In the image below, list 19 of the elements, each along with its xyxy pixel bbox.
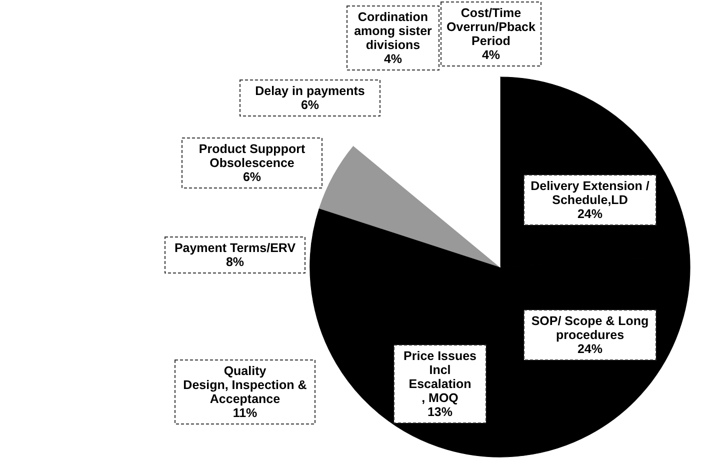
- slice-label: Cost/Time Overrun/Pback Period: [446, 6, 536, 48]
- slice-label: Quality Design, Inspection & Acceptance: [183, 364, 307, 406]
- data-label: 6%: [300, 98, 320, 112]
- slice-label: Delay in payments: [255, 84, 365, 98]
- data-label: 8%: [226, 255, 244, 270]
- slice-label: Delivery Extension / Schedule,LD: [530, 179, 650, 208]
- slice-label: Cordination among sister divisions: [354, 10, 432, 52]
- slice-label: Price Issues Incl Escalation , MOQ: [404, 349, 477, 406]
- slice-label: Payment Terms/ERV: [174, 241, 296, 256]
- data-label: 6%: [242, 170, 262, 184]
- pie-slice: [319, 146, 500, 268]
- data-label: 24%: [577, 207, 603, 222]
- data-label: 13%: [427, 405, 453, 420]
- slice-label: Product Suppport Obsolescence: [198, 142, 306, 170]
- data-label: 11%: [232, 406, 258, 420]
- slice-label: SOP/ Scope & Long procedures: [531, 314, 649, 342]
- data-label: 4%: [384, 52, 402, 66]
- data-label: 24%: [577, 342, 603, 356]
- data-label: 4%: [482, 48, 500, 62]
